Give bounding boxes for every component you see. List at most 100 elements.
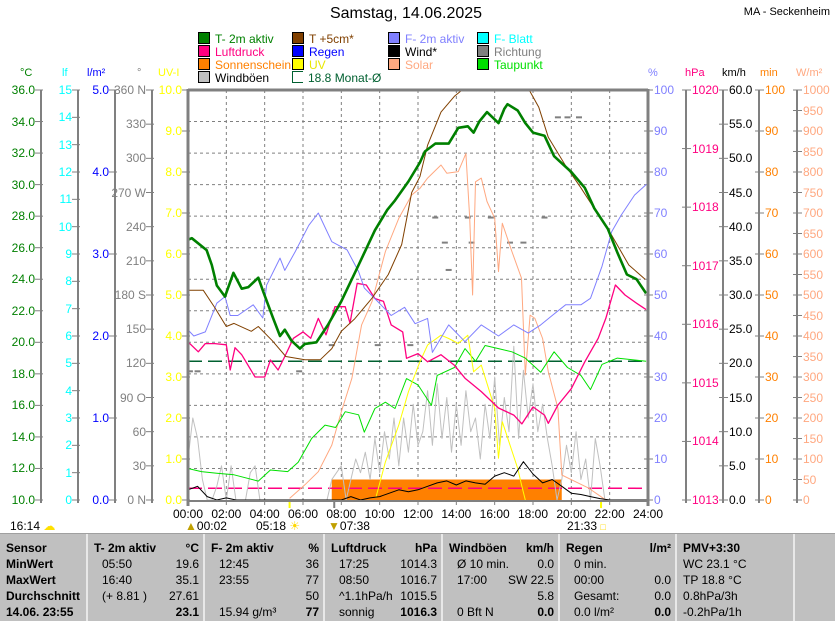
x-tick-label: 00:00: [172, 507, 204, 521]
table-row: 08:50 1016.7: [331, 572, 437, 588]
axis-tick-label-press: 1019: [692, 141, 719, 156]
direction-mark: [564, 116, 571, 119]
axis-tick-label-sunmin: 30: [765, 370, 779, 384]
legend-swatch: [388, 58, 400, 70]
axis-tick-label-wind: 30.0: [729, 288, 753, 302]
cell-value: 36: [305, 557, 319, 571]
table-column: Windböen km/h Ø 10 min. 0.0 17:00 SW 22.5 5.8 0…: [443, 534, 560, 621]
legend-item: Wind*: [388, 45, 438, 59]
legend-item: UV: [292, 58, 326, 72]
moonset-top-time: 16:14: [10, 519, 41, 533]
cell-value: 0.0: [654, 573, 671, 587]
axis-tick-label-solar: 750: [803, 185, 824, 200]
x-tick-label: 18:00: [517, 507, 549, 521]
legend-label: Solar: [405, 58, 434, 72]
cell-value: 50: [305, 589, 319, 603]
sunshine-bar: [331, 479, 562, 500]
axis-tick-label-temp: 30.0: [11, 177, 35, 192]
direction-mark: [507, 241, 513, 244]
legend-swatch: [292, 45, 304, 57]
legend-label: Wind*: [405, 45, 438, 59]
series-taupunkt: [188, 345, 647, 482]
axis-tick-label-wind: 20.0: [729, 356, 753, 371]
cell-label: Luftdruck: [331, 541, 387, 555]
direction-mark: [464, 216, 471, 219]
direction-mark: [188, 370, 193, 373]
axis-tick-label-wind: 40.0: [729, 219, 753, 234]
cell-value: 0.0: [654, 605, 671, 619]
moonrise-marker: ▲00:02: [185, 519, 227, 533]
table-row: (+ 8.81 ) 27.61: [94, 588, 199, 604]
station-name: MA - Seckenheim: [743, 6, 830, 18]
cell-value: 5.8: [537, 589, 554, 603]
axis-tick-label-wind: 35.0: [729, 253, 753, 268]
series-solar: [289, 153, 607, 500]
direction-mark: [296, 370, 303, 373]
axis-tick-label-dir: 180 S: [114, 288, 146, 302]
x-tick-label: 22:00: [594, 507, 625, 521]
legend-swatch: [477, 45, 489, 57]
axis-tick-label-sunmin: 80: [765, 165, 779, 179]
axis-tick-label-dir: 60: [132, 424, 146, 439]
legend-label: Windböen: [215, 71, 270, 85]
x-tick-label: 06:00: [287, 507, 319, 521]
axis-tick-label-temp: 10.0: [11, 493, 35, 507]
legend-swatch: [198, 71, 210, 83]
axis-tick-label-solar: 350: [803, 349, 824, 364]
axis-tick-label-wind: 45.0: [729, 185, 753, 200]
axis-tick-label-dir: 120: [125, 356, 146, 371]
cell-label: Windböen: [449, 541, 507, 555]
direction-mark: [576, 116, 582, 119]
axis-tick-label-press: 1013: [692, 493, 719, 507]
direction-mark: [541, 216, 548, 219]
axis-tick-label-dir: 300: [125, 151, 146, 166]
cell-value: 77: [305, 605, 319, 619]
table-row: Durchschnitt: [6, 588, 82, 604]
axis-tick-label-press: 1016: [692, 317, 719, 332]
table-row: ^1.1hPa/h 1015.5: [331, 588, 437, 604]
cell-value: 77: [305, 573, 319, 587]
axis-tick-label-uv: 3.0: [165, 370, 182, 384]
axis-unit-uv: UV-I: [158, 67, 180, 79]
axis-unit-rain: l/m²: [87, 67, 106, 79]
axis-tick-label-uv: 2.0: [165, 411, 182, 425]
cell-label: 14.06. 23:55: [6, 605, 74, 619]
legend-label: Sonnenschein: [215, 58, 292, 72]
axis-tick-label-dir: 0 N: [127, 493, 146, 507]
axis-unit-press: hPa: [685, 67, 705, 79]
sunrise-time: 05:18: [256, 519, 287, 533]
axis-tick-label-dir: 330: [125, 117, 146, 132]
axis-tick-label-wind: 50.0: [729, 151, 753, 166]
axis-tick-label-wind: 10.0: [729, 424, 753, 439]
summary-table: Sensor MinWert MaxWert Durchschnitt 14.06. 2…: [0, 533, 835, 621]
axis-tick-label-sunmin: 100: [765, 83, 786, 97]
x-tick-label: 24:00: [632, 507, 664, 521]
cell-label: (+ 8.81 ): [102, 589, 148, 603]
axis-tick-label-rain: 5.0: [92, 83, 109, 97]
axis-unit-solar: W/m²: [796, 67, 823, 79]
axis-tick-label-solar: 150: [803, 431, 824, 446]
axis-unit-hum: %: [648, 67, 658, 79]
axis-tick-label-lf: 14: [58, 110, 72, 125]
axis-tick-label-solar: 500: [803, 288, 824, 302]
axis-tick-label-lf: 10: [58, 219, 72, 234]
axis-tick-label-uv: 7.0: [165, 206, 182, 220]
axis-tick-label-dir: 210: [125, 253, 146, 268]
axis-tick-label-temp: 36.0: [11, 83, 35, 97]
legend-label: T +5cm*: [309, 32, 354, 46]
chart-title: Samstag, 14.06.2025: [329, 5, 483, 22]
cell-value: %: [308, 541, 319, 555]
table-column: F- 2m aktiv% 12:45 36 23:55 77 50 15.94 g/m³ 77: [205, 534, 325, 621]
axis-tick-label-press: 1017: [692, 258, 719, 273]
legend-item: Solar: [388, 58, 434, 72]
table-row: Gesamt: 0.0: [566, 588, 671, 604]
axis-tick-label-lf: 13: [58, 137, 72, 152]
cell-value: 19.6: [175, 557, 199, 571]
axis-tick-label-sunmin: 20: [765, 411, 779, 425]
table-row: 0 min.: [566, 556, 671, 572]
axis-tick-label-dir: 240: [125, 219, 146, 234]
legend-item: Windböen: [198, 71, 270, 85]
cell-label: TP 18.8 °C: [683, 573, 742, 587]
x-tick-label: 20:00: [556, 507, 587, 521]
axis-tick-label-sunmin: 70: [765, 206, 779, 220]
